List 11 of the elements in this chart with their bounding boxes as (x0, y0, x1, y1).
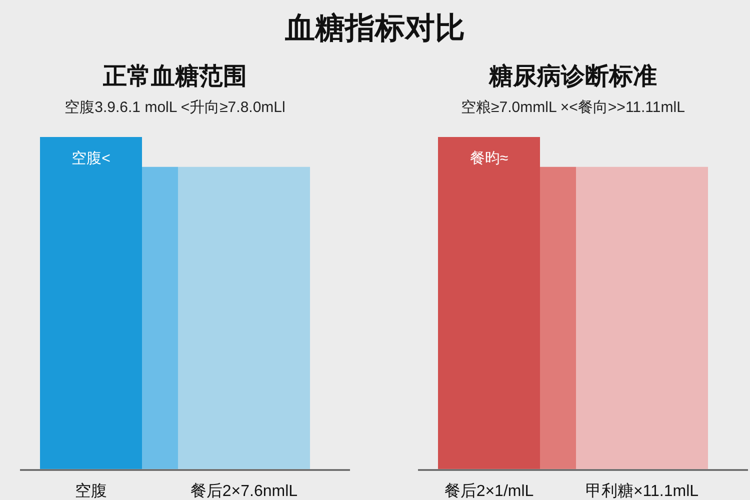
annotation: 餐昀≈ (470, 150, 508, 167)
text: 血糖指标对比 (284, 12, 465, 45)
x-tick-label: 空腹 (75, 482, 107, 500)
x-tick-label: 甲利糖×11.1mlL (585, 482, 699, 500)
annotation: 空腹< (72, 150, 111, 167)
x-tick-label: 餐后2×1/mlL (444, 482, 534, 500)
chart-subtitle: 空腹3.9.6.1 molL <升向≥7.8.0mLl (64, 99, 286, 116)
chart-title: 正常血糖范围 (102, 63, 247, 90)
chart-title: 糖尿病诊断标准 (488, 63, 657, 90)
chart-subtitle: 空粮≥7.0mmlL ×<餐向>>11.11mlL (461, 99, 685, 116)
x-tick-label: 餐后2×7.6nmlL (190, 482, 298, 500)
